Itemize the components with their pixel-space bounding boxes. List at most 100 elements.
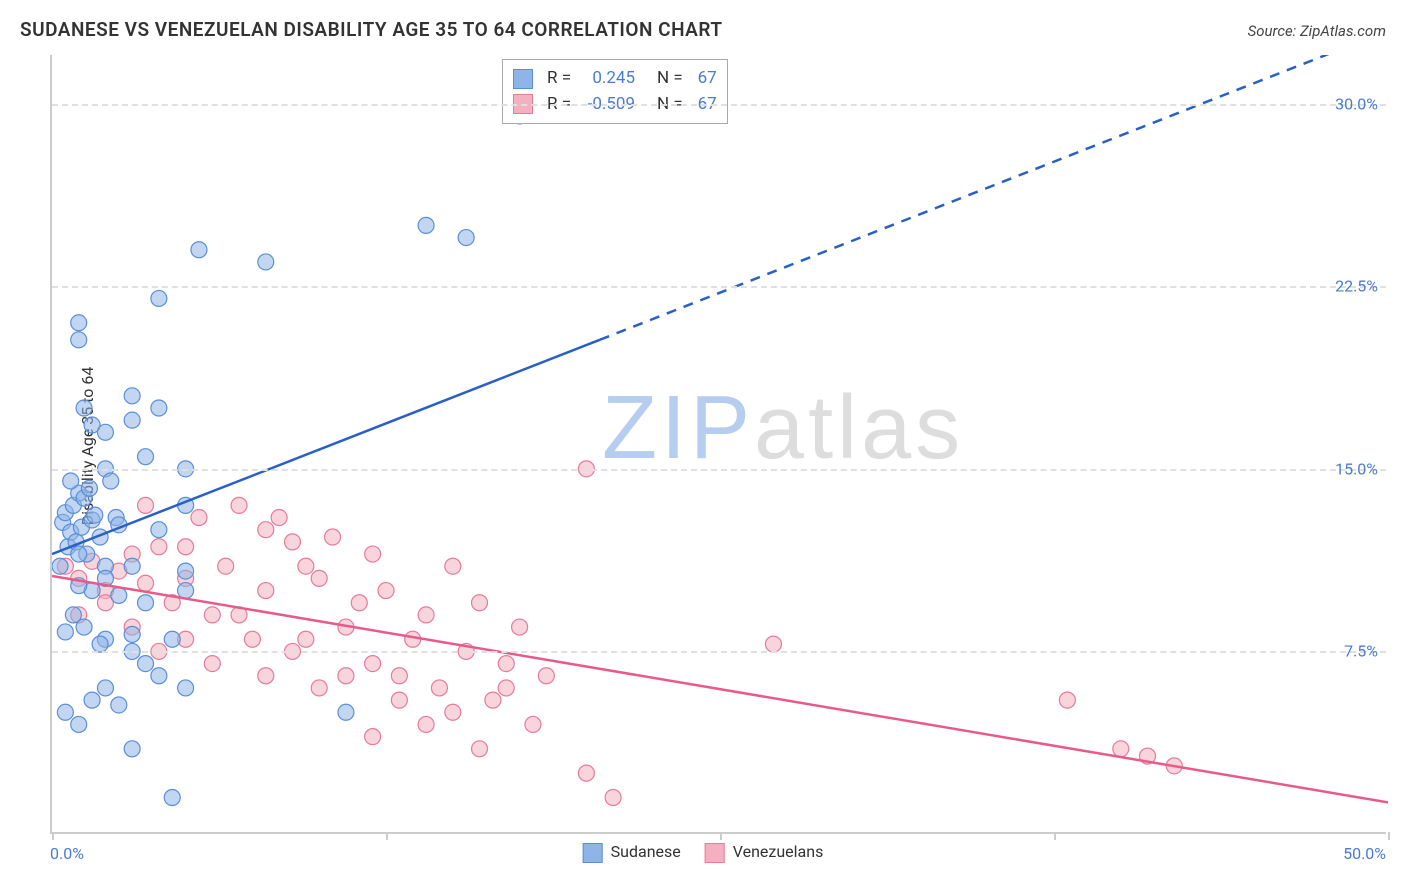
point-venezuelans <box>178 539 194 555</box>
point-venezuelans <box>365 546 381 562</box>
point-venezuelans <box>445 558 461 574</box>
point-venezuelans <box>204 656 220 672</box>
point-venezuelans <box>244 631 260 647</box>
chart-container: SUDANESE VS VENEZUELAN DISABILITY AGE 35… <box>0 0 1406 892</box>
bottom-legend-venezuelans: Venezuelans <box>705 842 824 863</box>
swatch-venezuelans-bottom <box>705 843 725 863</box>
point-sudanese <box>124 741 140 757</box>
point-venezuelans <box>365 656 381 672</box>
point-venezuelans <box>298 558 314 574</box>
xtick <box>720 832 722 840</box>
point-sudanese <box>124 558 140 574</box>
point-venezuelans <box>578 765 594 781</box>
point-venezuelans <box>365 729 381 745</box>
point-sudanese <box>138 595 154 611</box>
ytick-label: 15.0% <box>1335 459 1378 478</box>
point-venezuelans <box>445 704 461 720</box>
point-sudanese <box>57 624 73 640</box>
r-label: R = <box>547 66 571 92</box>
point-sudanese <box>57 704 73 720</box>
point-venezuelans <box>1113 741 1129 757</box>
ytick-label: 22.5% <box>1335 277 1378 296</box>
point-sudanese <box>52 558 68 574</box>
point-sudanese <box>103 473 119 489</box>
source-label: Source: ZipAtlas.com <box>1248 22 1386 40</box>
ytick-label: 7.5% <box>1344 642 1378 661</box>
point-sudanese <box>151 400 167 416</box>
point-venezuelans <box>1059 692 1075 708</box>
point-venezuelans <box>231 497 247 513</box>
n-value-sudanese: 67 <box>689 66 717 92</box>
point-sudanese <box>124 412 140 428</box>
xtick <box>1054 832 1056 840</box>
point-venezuelans <box>325 529 341 545</box>
venezuelans-label: Venezuelans <box>733 842 824 861</box>
point-sudanese <box>258 254 274 270</box>
point-venezuelans <box>338 668 354 684</box>
plot-area: ZIPatlas R = 0.245 N = 67 R = -0.509 N =… <box>50 55 1386 834</box>
point-venezuelans <box>298 631 314 647</box>
point-sudanese <box>338 704 354 720</box>
xtick <box>1388 832 1390 840</box>
point-venezuelans <box>284 534 300 550</box>
point-venezuelans <box>191 510 207 526</box>
point-venezuelans <box>258 583 274 599</box>
point-sudanese <box>191 242 207 258</box>
point-sudanese <box>71 546 87 562</box>
point-sudanese <box>71 315 87 331</box>
scatter-svg <box>52 55 1388 834</box>
point-venezuelans <box>138 575 154 591</box>
regression-line-sudanese <box>52 340 600 554</box>
x-axis-max-label: 50.0% <box>1343 844 1386 863</box>
point-venezuelans <box>378 583 394 599</box>
point-venezuelans <box>311 680 327 696</box>
point-venezuelans <box>418 716 434 732</box>
point-venezuelans <box>498 680 514 696</box>
point-sudanese <box>151 668 167 684</box>
point-sudanese <box>97 680 113 696</box>
correlation-legend: R = 0.245 N = 67 R = -0.509 N = 67 <box>502 59 728 124</box>
point-venezuelans <box>472 595 488 611</box>
point-sudanese <box>97 424 113 440</box>
point-sudanese <box>92 636 108 652</box>
point-sudanese <box>76 619 92 635</box>
point-venezuelans <box>418 607 434 623</box>
point-venezuelans <box>512 619 528 635</box>
point-venezuelans <box>271 510 287 526</box>
point-sudanese <box>71 332 87 348</box>
point-venezuelans <box>151 539 167 555</box>
point-sudanese <box>63 473 79 489</box>
r-value-sudanese: 0.245 <box>577 66 635 92</box>
point-venezuelans <box>391 668 407 684</box>
point-venezuelans <box>472 741 488 757</box>
point-venezuelans <box>538 668 554 684</box>
xtick <box>386 832 388 840</box>
n-label: N = <box>657 66 683 92</box>
point-venezuelans <box>258 522 274 538</box>
point-sudanese <box>178 680 194 696</box>
bottom-legend: Sudanese Venezuelans <box>583 842 824 863</box>
point-sudanese <box>124 388 140 404</box>
point-sudanese <box>111 697 127 713</box>
point-venezuelans <box>391 692 407 708</box>
point-venezuelans <box>498 656 514 672</box>
point-sudanese <box>76 400 92 416</box>
point-sudanese <box>138 449 154 465</box>
point-sudanese <box>81 480 97 496</box>
point-venezuelans <box>485 692 501 708</box>
point-sudanese <box>418 217 434 233</box>
point-sudanese <box>124 626 140 642</box>
point-venezuelans <box>258 668 274 684</box>
chart-title: SUDANESE VS VENEZUELAN DISABILITY AGE 35… <box>20 18 723 41</box>
point-venezuelans <box>525 716 541 732</box>
point-sudanese <box>87 507 103 523</box>
x-axis-min-label: 0.0% <box>50 844 84 863</box>
point-sudanese <box>151 522 167 538</box>
ytick-label: 30.0% <box>1335 94 1378 113</box>
sudanese-label: Sudanese <box>611 842 681 861</box>
point-venezuelans <box>311 570 327 586</box>
point-sudanese <box>178 563 194 579</box>
swatch-sudanese-bottom <box>583 843 603 863</box>
point-venezuelans <box>351 595 367 611</box>
point-venezuelans <box>218 558 234 574</box>
